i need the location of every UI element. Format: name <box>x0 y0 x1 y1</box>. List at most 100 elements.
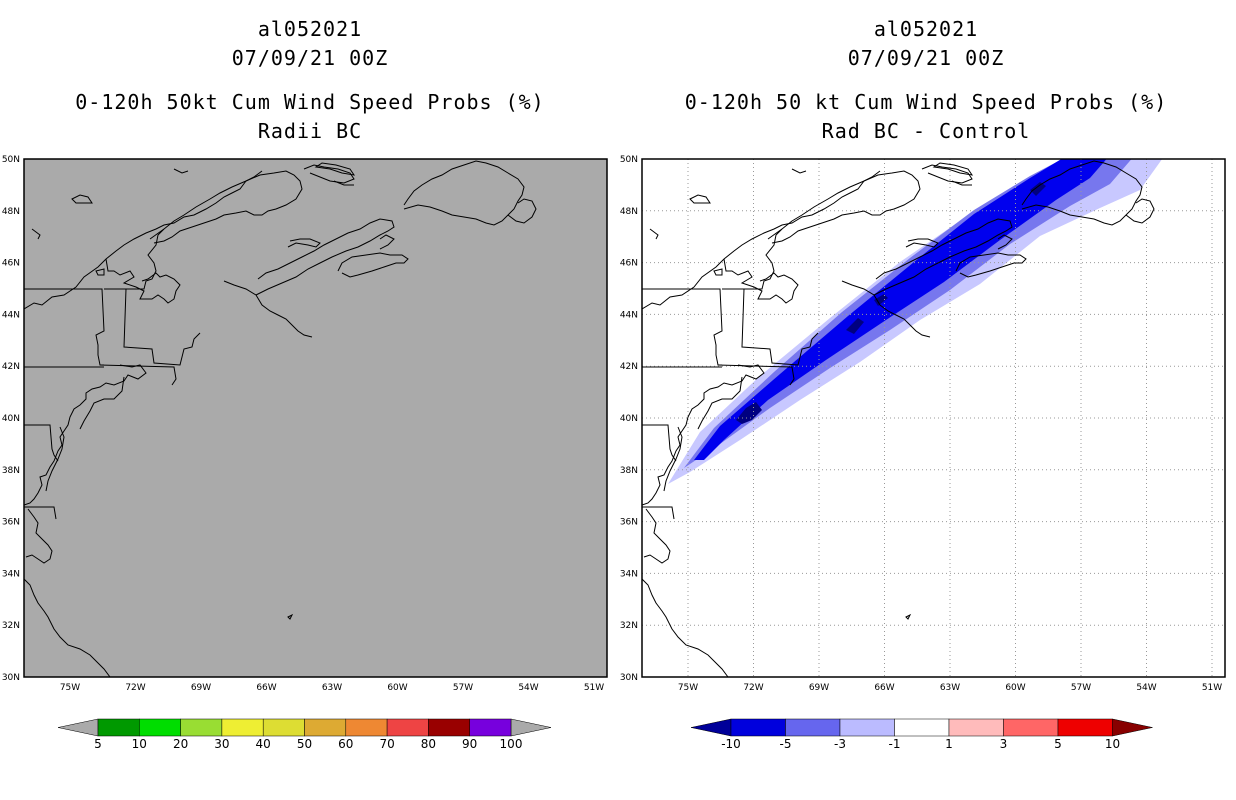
legend-label: 10 <box>1105 737 1120 751</box>
band-core-3 <box>874 294 888 306</box>
right-datetime: 07/09/21 00Z <box>847 46 1005 70</box>
legend-swatch <box>304 718 347 737</box>
legend-label: 50 <box>297 737 312 751</box>
legend-swatch <box>839 718 895 737</box>
legend-swatch <box>262 718 305 737</box>
left-map-background <box>24 159 607 677</box>
lon-label: 75W <box>678 683 698 693</box>
legend-end-arrow <box>1112 718 1153 737</box>
right-product-title: 0-120h 50 kt Cum Wind Speed Probs (%) <box>684 90 1168 114</box>
left-subtitle: Radii BC <box>257 119 363 143</box>
lat-label: 42N <box>620 362 638 372</box>
legend-swatch <box>785 718 841 737</box>
lon-label: 51W <box>584 683 604 693</box>
lon-label: 51W <box>1202 683 1222 693</box>
legend-swatch <box>345 718 388 737</box>
right-lat-labels: 50N 48N 46N 44N 42N 40N 38N 36N 34N 32N 30N <box>620 155 638 683</box>
legend-end-arrow <box>690 718 732 737</box>
right-storm-id: al052021 <box>873 17 979 41</box>
band-strong <box>694 159 1107 460</box>
legend-swatch <box>428 718 470 737</box>
left-title-block: al052021 07/09/21 00Z 0-120h 50kt Cum Wi… <box>20 15 600 146</box>
legend-label: -5 <box>780 737 792 751</box>
lon-label: 69W <box>191 683 211 693</box>
lat-label: 30N <box>620 673 638 683</box>
legend-label: -10 <box>721 737 741 751</box>
lat-label: 42N <box>2 362 20 372</box>
band-core-4 <box>1030 182 1046 196</box>
lat-label: 36N <box>620 518 638 528</box>
lat-label: 34N <box>620 569 638 579</box>
legend-label: 80 <box>421 737 436 751</box>
legend-label: 30 <box>214 737 229 751</box>
legend-swatch <box>139 718 181 737</box>
legend-label: 10 <box>132 737 147 751</box>
lat-label: 46N <box>620 259 638 269</box>
legend-label: 70 <box>379 737 394 751</box>
legend-label: -3 <box>834 737 846 751</box>
lon-label: 57W <box>1071 683 1091 693</box>
legend-label: 3 <box>1000 737 1008 751</box>
lon-label: 54W <box>518 683 538 693</box>
lat-label: 32N <box>620 621 638 631</box>
left-legend: 5 10 20 30 40 50 60 70 80 90 100 <box>57 718 552 751</box>
legend-label: 90 <box>462 737 477 751</box>
legend-swatch <box>221 718 264 737</box>
left-lat-labels: 50N 48N 46N 44N 42N 40N 38N 36N 34N 32N 30N <box>2 155 20 683</box>
lat-label: 48N <box>620 207 638 217</box>
lat-label: 46N <box>2 259 20 269</box>
right-lon-labels: 75W 72W 69W 66W 63W 60W 57W 54W 51W <box>678 683 1222 693</box>
left-product-title: 0-120h 50kt Cum Wind Speed Probs (%) <box>75 90 545 114</box>
lon-label: 60W <box>387 683 407 693</box>
lon-label: 72W <box>743 683 763 693</box>
lat-label: 48N <box>2 207 20 217</box>
lat-label: 40N <box>2 414 20 424</box>
lat-label: 40N <box>620 414 638 424</box>
legend-end-arrow <box>510 718 552 737</box>
lat-label: 38N <box>620 466 638 476</box>
legend-swatch <box>730 718 786 737</box>
right-subtitle: Rad BC - Control <box>821 119 1031 143</box>
lat-label: 50N <box>620 155 638 165</box>
lat-label: 38N <box>2 466 20 476</box>
left-storm-id: al052021 <box>257 17 363 41</box>
band-core-2 <box>846 318 864 334</box>
lat-label: 44N <box>2 310 20 320</box>
right-legend: -10 -5 -3 -1 1 3 5 10 <box>690 718 1153 751</box>
legend-label: 5 <box>94 737 102 751</box>
left-lon-labels: 75W 72W 69W 66W 63W 60W 57W 54W 51W <box>60 683 604 693</box>
legend-label: -1 <box>889 737 901 751</box>
lat-label: 30N <box>2 673 20 683</box>
legend-swatch <box>469 718 512 737</box>
legend-swatch <box>386 718 429 737</box>
legend-label: 100 <box>500 737 523 751</box>
difference-bands <box>668 159 1163 484</box>
lat-label: 32N <box>2 621 20 631</box>
legend-swatch <box>97 718 140 737</box>
legend-swatch <box>180 718 223 737</box>
lon-label: 69W <box>809 683 829 693</box>
legend-label: 40 <box>256 737 271 751</box>
lon-label: 75W <box>60 683 80 693</box>
legend-label: 5 <box>1054 737 1062 751</box>
band-light <box>668 159 1163 484</box>
lat-label: 36N <box>2 518 20 528</box>
right-title-block: al052021 07/09/21 00Z 0-120h 50 kt Cum W… <box>636 15 1216 146</box>
lon-label: 66W <box>874 683 894 693</box>
legend-swatch <box>1057 718 1113 737</box>
legend-swatch <box>948 718 1004 737</box>
legend-label: 1 <box>945 737 953 751</box>
left-map-frame <box>23 158 608 678</box>
lon-label: 54W <box>1136 683 1156 693</box>
legend-swatch <box>1003 718 1059 737</box>
lon-label: 66W <box>256 683 276 693</box>
lon-label: 57W <box>453 683 473 693</box>
legend-label: 60 <box>338 737 353 751</box>
lon-label: 63W <box>322 683 342 693</box>
lon-label: 63W <box>940 683 960 693</box>
legend-label: 20 <box>173 737 188 751</box>
band-medium <box>684 159 1132 468</box>
lon-label: 60W <box>1005 683 1025 693</box>
right-map-panel: 50N 48N 46N 44N 42N 40N 38N 36N 34N 32N 30N 75W 72W… <box>620 155 1226 693</box>
